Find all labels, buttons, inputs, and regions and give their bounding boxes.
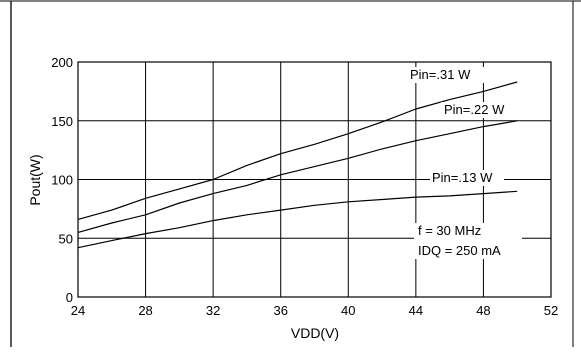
x-tick-label: 36 — [273, 303, 287, 318]
y-tick-label: 200 — [51, 55, 73, 70]
plot-border — [77, 61, 552, 298]
series-group — [77, 81, 518, 249]
legend-label-31-text: Pin=.31 W — [410, 67, 471, 82]
y-tick-label: 0 — [66, 290, 73, 305]
x-tick-label: 32 — [206, 303, 220, 318]
x-tick-label: 44 — [409, 303, 423, 318]
x-tick-label: 24 — [71, 303, 85, 318]
annotation-idq: IDQ = 250 mA — [418, 243, 501, 258]
x-tick-label: 52 — [544, 303, 558, 318]
annotation-frequency: f = 30 MHz — [418, 223, 481, 238]
x-tick-label: 40 — [341, 303, 355, 318]
x-tick-label: 48 — [476, 303, 490, 318]
legend-label-31: Pin=.31 W — [407, 67, 485, 83]
series-line-3 — [77, 190, 518, 249]
x-axis-label: VDD(V) — [291, 325, 339, 341]
x-tick-label: 28 — [138, 303, 152, 318]
series-line-1 — [77, 81, 518, 220]
y-tick-label: 50 — [59, 231, 73, 246]
series-line-2 — [77, 120, 518, 233]
legend-label-22-text: Pin=.22 W — [444, 102, 505, 117]
annotation-box: f = 30 MHz IDQ = 250 mA — [414, 223, 522, 259]
x-tick-labels: 24 28 32 36 40 44 48 52 — [71, 303, 558, 318]
y-tick-label: 150 — [51, 114, 73, 129]
y-axis-label: Pout(W) — [27, 154, 43, 205]
legend-label-22: Pin=.22 W — [441, 102, 516, 118]
y-tick-labels: 0 50 100 150 200 — [51, 55, 73, 305]
legend-label-13-text: Pin=.13 W — [432, 170, 493, 185]
legend-label-13: Pin=.13 W — [430, 170, 504, 186]
y-tick-label: 100 — [51, 173, 73, 188]
